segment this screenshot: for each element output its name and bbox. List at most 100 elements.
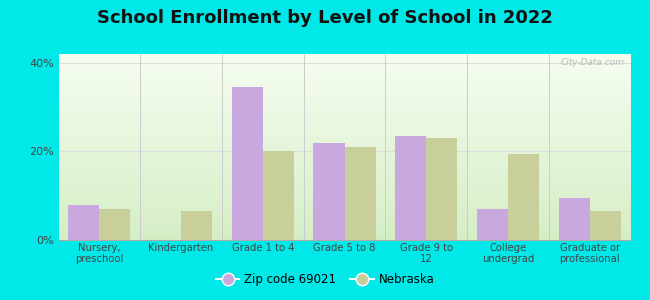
Bar bbox=[58, 105, 630, 106]
Bar bbox=[58, 239, 630, 240]
Bar bbox=[58, 233, 630, 234]
Bar bbox=[58, 97, 630, 98]
Bar bbox=[58, 161, 630, 162]
Bar bbox=[58, 179, 630, 181]
Bar bbox=[58, 85, 630, 86]
Bar bbox=[58, 181, 630, 182]
Bar bbox=[58, 92, 630, 93]
Bar bbox=[58, 66, 630, 67]
Bar bbox=[58, 108, 630, 109]
Bar bbox=[58, 210, 630, 211]
Bar bbox=[58, 67, 630, 68]
Bar bbox=[58, 145, 630, 146]
Bar bbox=[58, 123, 630, 124]
Bar bbox=[58, 142, 630, 143]
Bar bbox=[58, 160, 630, 161]
Bar bbox=[58, 205, 630, 206]
Bar bbox=[58, 104, 630, 105]
Bar bbox=[58, 166, 630, 167]
Bar bbox=[58, 186, 630, 187]
Bar bbox=[58, 218, 630, 219]
Bar bbox=[58, 211, 630, 212]
Bar bbox=[58, 178, 630, 179]
Bar bbox=[58, 198, 630, 199]
Bar bbox=[58, 95, 630, 96]
Bar bbox=[58, 117, 630, 118]
Bar bbox=[58, 98, 630, 99]
Bar bbox=[58, 203, 630, 204]
Bar bbox=[58, 159, 630, 160]
Bar bbox=[58, 221, 630, 222]
Bar bbox=[58, 237, 630, 238]
Bar bbox=[477, 209, 508, 240]
Bar bbox=[558, 198, 590, 240]
Bar bbox=[58, 220, 630, 221]
Bar bbox=[58, 125, 630, 126]
Bar bbox=[58, 82, 630, 83]
Bar bbox=[58, 191, 630, 192]
Bar bbox=[58, 168, 630, 169]
Bar bbox=[58, 130, 630, 131]
Bar bbox=[58, 184, 630, 185]
Bar bbox=[58, 119, 630, 120]
Bar bbox=[58, 189, 630, 190]
Bar bbox=[58, 177, 630, 178]
Bar bbox=[58, 219, 630, 220]
Bar bbox=[58, 195, 630, 196]
Bar bbox=[58, 139, 630, 140]
Bar bbox=[58, 121, 630, 122]
Bar bbox=[58, 154, 630, 155]
Bar bbox=[58, 138, 630, 139]
Bar bbox=[58, 169, 630, 170]
Bar bbox=[58, 64, 630, 65]
Bar bbox=[58, 93, 630, 94]
Bar bbox=[58, 230, 630, 231]
Bar bbox=[58, 187, 630, 188]
Bar bbox=[395, 136, 426, 240]
Bar bbox=[58, 147, 630, 148]
Bar bbox=[58, 96, 630, 97]
Bar bbox=[58, 107, 630, 108]
Bar bbox=[58, 202, 630, 203]
Bar bbox=[58, 238, 630, 239]
Bar bbox=[58, 216, 630, 217]
Bar bbox=[58, 89, 630, 90]
Bar bbox=[508, 154, 539, 240]
Bar bbox=[58, 91, 630, 92]
Bar bbox=[58, 69, 630, 70]
Bar bbox=[58, 209, 630, 210]
Bar bbox=[58, 131, 630, 132]
Bar bbox=[58, 217, 630, 218]
Bar bbox=[58, 68, 630, 69]
Text: City-Data.com: City-Data.com bbox=[561, 58, 625, 67]
Bar bbox=[58, 129, 630, 130]
Bar bbox=[58, 99, 630, 100]
Bar bbox=[58, 175, 630, 176]
Bar bbox=[58, 112, 630, 113]
Bar bbox=[58, 63, 630, 64]
Bar bbox=[58, 172, 630, 173]
Bar bbox=[58, 196, 630, 197]
Bar bbox=[58, 118, 630, 119]
Bar bbox=[58, 80, 630, 81]
Bar bbox=[181, 211, 212, 240]
Bar bbox=[58, 88, 630, 89]
Bar bbox=[58, 214, 630, 215]
Bar bbox=[58, 90, 630, 91]
Bar bbox=[58, 79, 630, 80]
Bar bbox=[58, 100, 630, 101]
Bar bbox=[58, 113, 630, 114]
Bar bbox=[58, 70, 630, 71]
Text: School Enrollment by Level of School in 2022: School Enrollment by Level of School in … bbox=[97, 9, 553, 27]
Bar bbox=[58, 222, 630, 223]
Bar bbox=[58, 56, 630, 57]
Bar bbox=[58, 158, 630, 159]
Bar bbox=[58, 75, 630, 76]
Bar bbox=[58, 232, 630, 233]
Bar bbox=[58, 127, 630, 128]
Bar bbox=[58, 149, 630, 150]
Bar bbox=[58, 235, 630, 236]
Bar bbox=[58, 111, 630, 112]
Bar bbox=[58, 224, 630, 225]
Bar bbox=[58, 213, 630, 214]
